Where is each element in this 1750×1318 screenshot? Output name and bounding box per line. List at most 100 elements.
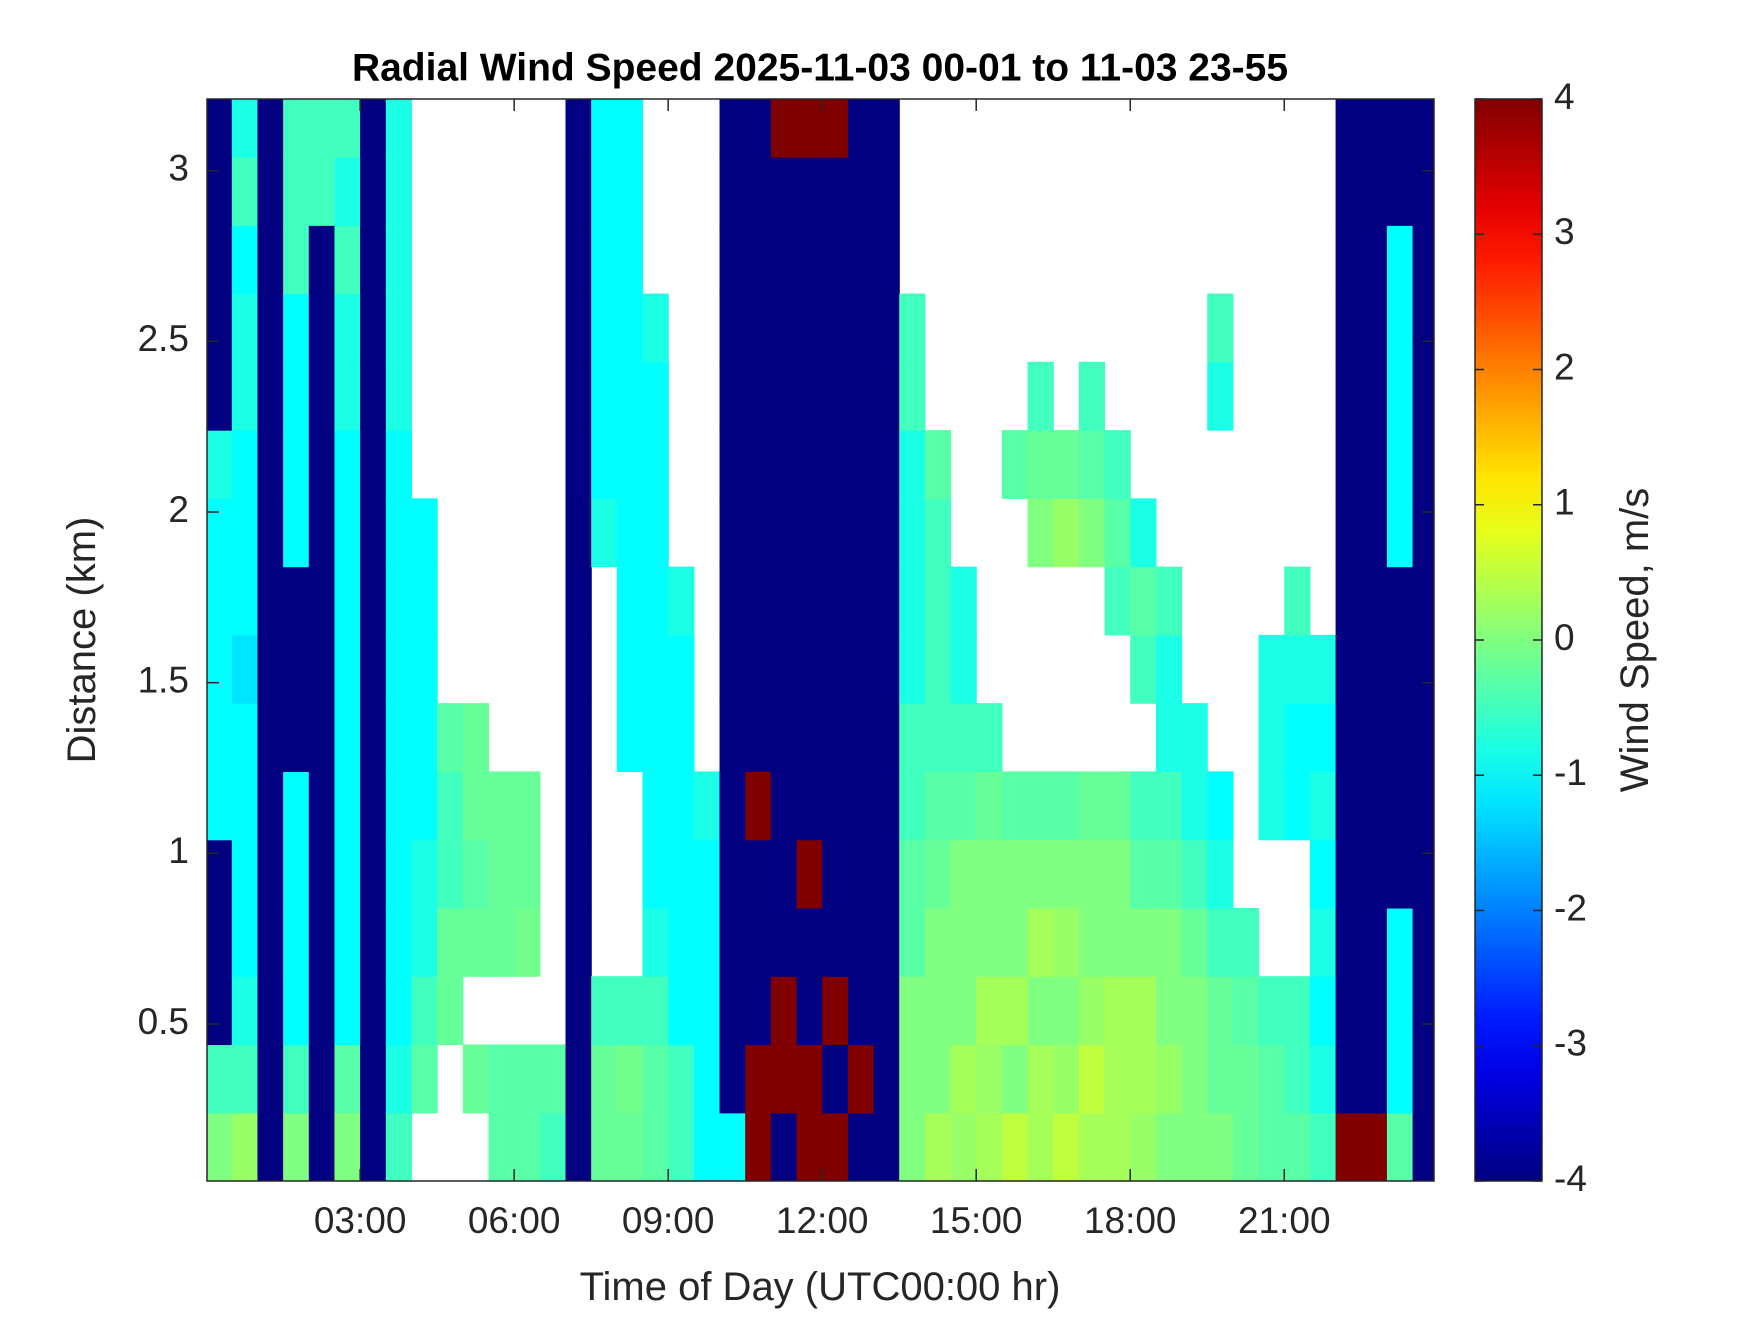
heat-cell <box>1309 703 1337 773</box>
heat-cell <box>1130 498 1157 568</box>
heat-cell <box>1335 703 1362 773</box>
heat-cell <box>745 430 772 499</box>
heat-cell <box>1258 634 1285 704</box>
heat-cell <box>1027 361 1054 431</box>
heat-cell <box>822 703 849 773</box>
heat-cell <box>719 566 746 636</box>
heat-cell <box>796 634 823 704</box>
heat-cell <box>283 566 310 636</box>
heat-cell <box>1361 703 1388 773</box>
heat-cell <box>1412 703 1434 773</box>
heat-cell <box>1001 976 1029 1046</box>
heat-cell <box>1001 839 1029 909</box>
heat-cell <box>796 430 823 499</box>
heat-cell <box>1001 1112 1029 1181</box>
heat-cell <box>283 293 310 363</box>
heat-cell <box>334 498 361 568</box>
heat-cell <box>719 703 746 773</box>
heat-cell <box>873 361 900 431</box>
heat-cell <box>565 498 592 568</box>
heat-cell <box>899 498 926 568</box>
heat-cell <box>1130 1044 1157 1114</box>
heat-cell <box>796 907 823 977</box>
heat-cell <box>1386 976 1414 1046</box>
colorbar-tick-label: 3 <box>1554 211 1575 252</box>
heat-cell <box>1181 703 1208 773</box>
heat-cell <box>1361 361 1388 431</box>
heat-cell <box>565 1112 592 1181</box>
heat-cell <box>488 1112 515 1181</box>
heat-cell <box>257 498 284 568</box>
heat-cell <box>1078 976 1106 1046</box>
heat-cell <box>642 907 669 977</box>
heat-cell <box>1386 361 1414 431</box>
heat-cell <box>796 225 823 295</box>
heat-cell <box>642 430 669 499</box>
heat-cell <box>950 566 977 636</box>
heat-cell <box>1386 293 1414 363</box>
heat-cell <box>668 907 695 977</box>
heat-cell <box>873 293 900 363</box>
heat-cell <box>616 293 644 363</box>
heat-cell <box>231 361 259 431</box>
colorbar-tick-label: -2 <box>1554 887 1587 928</box>
heat-cell <box>385 703 413 773</box>
heat-cell <box>207 361 233 431</box>
x-tick-label: 03:00 <box>314 1200 407 1241</box>
heat-cell <box>1412 634 1434 704</box>
heat-cell <box>1078 430 1106 499</box>
heat-cell <box>642 361 669 431</box>
heat-cell <box>334 225 361 295</box>
heat-cell <box>745 976 772 1046</box>
heat-cell <box>924 703 952 773</box>
heat-cell <box>565 566 592 636</box>
heat-cell <box>1104 839 1131 909</box>
heat-cell <box>642 566 669 636</box>
heat-cell <box>719 634 746 704</box>
heat-cell <box>591 430 618 499</box>
heat-cell <box>207 771 233 841</box>
heat-cell <box>207 907 233 977</box>
heat-cell <box>770 566 798 636</box>
heat-cell <box>565 839 592 909</box>
heat-cell <box>770 99 798 158</box>
heat-cell <box>257 1112 284 1181</box>
heat-cell <box>488 771 515 841</box>
heat-cell <box>1386 566 1414 636</box>
heat-cell <box>668 1112 695 1181</box>
heat-cell <box>616 976 644 1046</box>
heat-cell <box>1104 771 1131 841</box>
heat-cell <box>899 1044 926 1114</box>
heat-cell <box>1412 225 1434 295</box>
heat-cell <box>308 771 336 841</box>
heat-cell <box>308 566 336 636</box>
heat-cell <box>1053 839 1080 909</box>
heat-cell <box>642 771 669 841</box>
heat-cell <box>539 1044 567 1114</box>
heat-cell <box>1335 839 1362 909</box>
heat-cell <box>693 1112 721 1181</box>
heat-cell <box>385 976 413 1046</box>
heat-cell <box>847 225 875 295</box>
heat-cell <box>565 703 592 773</box>
heat-cell <box>1078 1112 1106 1181</box>
heat-cell <box>976 1044 1003 1114</box>
heat-cell <box>360 430 387 499</box>
heat-cell <box>1361 99 1388 158</box>
heat-cell <box>308 1044 336 1114</box>
heat-cell <box>231 1044 259 1114</box>
heat-cell <box>770 634 798 704</box>
heat-cell <box>514 1044 541 1114</box>
heat-cell <box>1130 566 1157 636</box>
heat-cell <box>1130 907 1157 977</box>
heat-cell <box>847 99 875 158</box>
heat-cell <box>1335 1112 1362 1181</box>
heat-cell <box>334 293 361 363</box>
heat-cell <box>360 157 387 226</box>
heat-cell <box>334 1112 361 1181</box>
heat-cell <box>207 157 233 226</box>
heat-cell <box>1155 634 1183 704</box>
heat-cell <box>1412 976 1434 1046</box>
heat-cell <box>770 907 798 977</box>
heat-cell <box>899 839 926 909</box>
